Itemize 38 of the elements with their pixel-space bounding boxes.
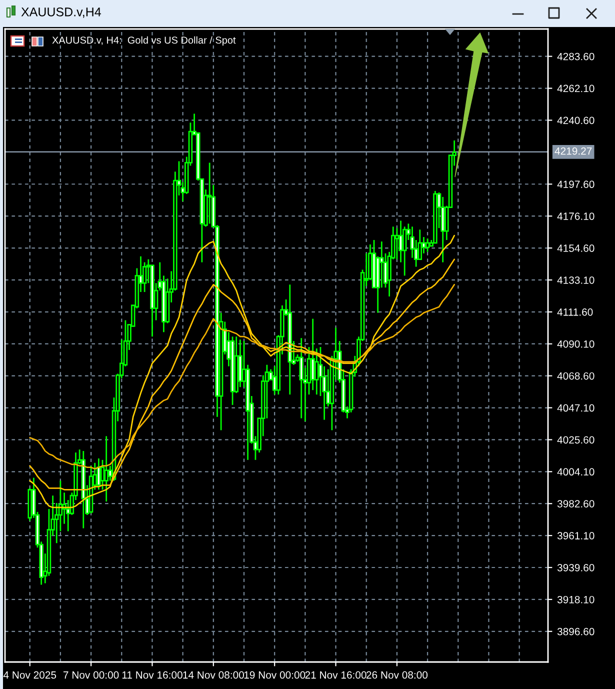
ref-line-label: 4219.27 [554, 147, 592, 155]
y-tick-label: 4090.10 [557, 340, 594, 348]
candlestick [96, 458, 101, 490]
x-tick-label: 21 Nov 16:00 [305, 671, 366, 679]
y-tick-label: 4047.10 [557, 404, 594, 412]
y-tick-label: 3939.60 [557, 564, 594, 572]
x-tick-label: 19 Nov 00:00 [244, 671, 306, 679]
y-tick-label: 4176.10 [557, 212, 594, 220]
candlestick [310, 318, 315, 391]
y-tick-label: 4154.60 [557, 244, 594, 252]
y-tick-label: 3982.60 [557, 500, 594, 508]
candlestick [314, 348, 319, 396]
y-tick-label: 3961.10 [557, 532, 594, 540]
candlestick [398, 220, 403, 263]
x-tick-label: 14 Nov 08:00 [183, 671, 244, 679]
candlestick [440, 196, 445, 263]
y-tick-label: 4004.10 [557, 468, 594, 476]
candlestick [380, 240, 384, 288]
y-tick-label: 4111.60 [557, 308, 593, 316]
y-tick-label: 4197.60 [557, 180, 594, 188]
y-tick-label: 4068.60 [557, 372, 594, 380]
text: XAUUSD.v, H4: Gold vs US Dollar / Spot [52, 36, 236, 46]
line-series [29, 258, 456, 490]
candlestick [207, 162, 212, 224]
y-tick-label: 4240.60 [557, 116, 594, 124]
y-tick-label: 3896.60 [557, 628, 594, 636]
x-tick-label: 4 Nov 2025 [3, 671, 56, 679]
x-tick-label: 26 Nov 08:00 [366, 671, 428, 679]
x-tick-label: 11 Nov 16:00 [122, 671, 182, 679]
x-tick-label: 7 Nov 00:00 [63, 671, 119, 679]
y-tick-label: 4133.10 [557, 276, 594, 284]
y-tick-label: 4283.60 [557, 52, 594, 60]
candlestick [104, 435, 108, 502]
y-tick-label: 4262.10 [557, 84, 594, 92]
y-tick-label: 3918.10 [557, 596, 594, 604]
candlestick [299, 337, 304, 420]
y-tick-label: 4025.60 [557, 436, 594, 444]
chart-title: XAUUSD.v,H4 [21, 8, 101, 18]
